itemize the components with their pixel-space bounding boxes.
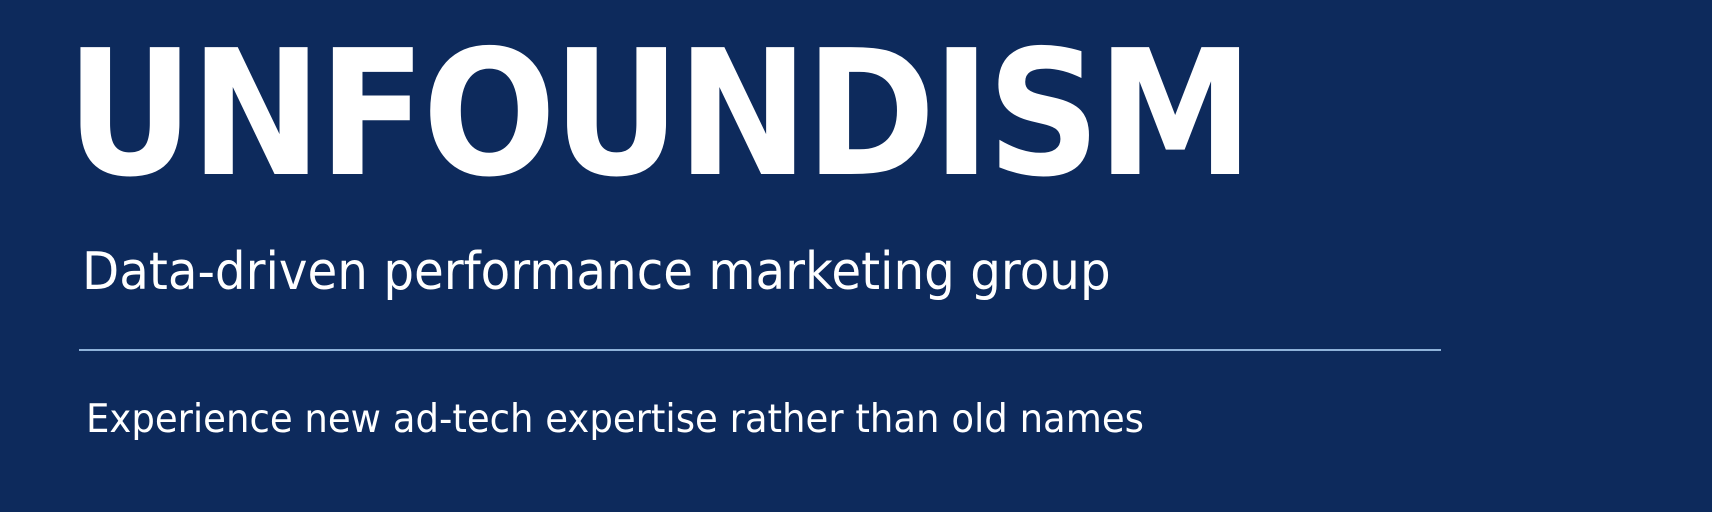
- divider: [79, 349, 1441, 351]
- brand-name: UNFOUNDISM: [66, 13, 1254, 216]
- subline: Experience new ad-tech expertise rather …: [86, 397, 1144, 442]
- tagline: Data-driven performance marketing group: [82, 242, 1111, 302]
